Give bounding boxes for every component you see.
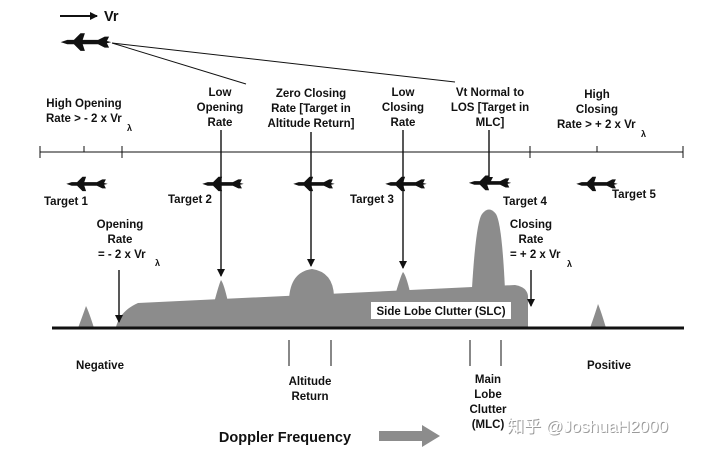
- svg-text:Return: Return: [291, 391, 328, 403]
- svg-text:Vt Normal to: Vt Normal to: [456, 87, 524, 99]
- svg-text:Zero Closing: Zero Closing: [276, 88, 346, 100]
- slc-label: Side Lobe Clutter (SLC): [376, 306, 505, 318]
- svg-text:Opening: Opening: [197, 102, 244, 114]
- label-zero-closing: Zero Closing Rate [Target in Altitude Re…: [268, 88, 355, 130]
- svg-text:Rate: Rate: [208, 117, 233, 129]
- svg-text:λ: λ: [567, 259, 572, 269]
- main-lobe-clutter-peak: [472, 209, 505, 290]
- target-1-return: [78, 306, 94, 328]
- beam-upper-edge: [111, 42, 456, 83]
- svg-text:Lobe: Lobe: [474, 389, 501, 401]
- svg-text:λ: λ: [155, 258, 160, 268]
- targets: Target 1 Target 2 Target 3 Target 4 Targ…: [44, 175, 656, 208]
- target-2-icon: [202, 176, 244, 192]
- svg-text:Rate > - 2 x Vr: Rate > - 2 x Vr: [46, 113, 122, 125]
- region-bracket: [39, 146, 684, 158]
- svg-text:Rate: Rate: [519, 234, 544, 246]
- svg-text:λ: λ: [127, 123, 132, 133]
- svg-text:(MLC): (MLC): [472, 419, 505, 431]
- svg-text:= + 2 x Vr: = + 2 x Vr: [510, 249, 561, 261]
- target-5-return: [590, 304, 606, 328]
- velocity-label: Vr: [104, 9, 119, 25]
- target-3-return: [396, 272, 410, 292]
- svg-text:Rate > + 2 x Vr: Rate > + 2 x Vr: [557, 119, 636, 131]
- svg-text:= - 2 x Vr: = - 2 x Vr: [98, 249, 146, 261]
- svg-text:Closing: Closing: [576, 104, 618, 116]
- altitude-return-label: Altitude Return: [289, 376, 332, 403]
- svg-text:Altitude Return]: Altitude Return]: [268, 118, 355, 130]
- svg-text:Main: Main: [475, 374, 501, 386]
- negative-label: Negative: [76, 360, 124, 372]
- svg-text:Opening: Opening: [97, 219, 144, 231]
- watermark: 知乎 @JoshuaH2000: [507, 417, 668, 436]
- label-low-closing: Low Closing Rate: [382, 87, 424, 129]
- svg-text:MLC]: MLC]: [476, 117, 505, 129]
- svg-text:Closing: Closing: [382, 102, 424, 114]
- target-5-label: Target 5: [612, 189, 656, 201]
- target-4-label: Target 4: [503, 196, 547, 208]
- doppler-direction-arrow: [379, 425, 440, 447]
- svg-text:Low: Low: [209, 87, 232, 99]
- target-3-label: Target 3: [350, 194, 394, 206]
- target-1-label: Target 1: [44, 196, 88, 208]
- radar-aircraft: [60, 33, 456, 85]
- svg-text:Rate: Rate: [108, 234, 133, 246]
- svg-text:LOS [Target in: LOS [Target in: [451, 102, 529, 114]
- altitude-return-hump: [289, 269, 334, 300]
- svg-text:Rate: Rate: [391, 117, 416, 129]
- svg-text:Low: Low: [392, 87, 415, 99]
- band-markers: [288, 340, 502, 366]
- label-opening-rate: Opening Rate = - 2 x Vr λ: [97, 219, 160, 268]
- label-closing-rate: Closing Rate = + 2 x Vr λ: [510, 219, 572, 269]
- target-vt-icon: [468, 175, 512, 191]
- beam-lower-edge: [111, 42, 247, 85]
- svg-text:Altitude: Altitude: [289, 376, 332, 388]
- target-3-icon: [293, 176, 335, 192]
- target-2-label: Target 2: [168, 194, 212, 206]
- pointer-arrows: [115, 130, 535, 323]
- slc-label-box: [371, 302, 511, 319]
- label-high-closing: High Closing Rate > + 2 x Vr λ: [557, 89, 646, 139]
- label-vt-normal: Vt Normal to LOS [Target in MLC]: [451, 87, 529, 129]
- svg-text:Closing: Closing: [510, 219, 552, 231]
- watermark-shadow: 知乎 @JoshuaH2000: [508, 418, 669, 437]
- svg-text:High: High: [584, 89, 610, 101]
- label-low-opening: Low Opening Rate: [197, 87, 244, 129]
- radar-aircraft-icon: [60, 33, 112, 51]
- doppler-frequency-label: Doppler Frequency: [219, 430, 351, 446]
- target-4-icon: [385, 176, 427, 192]
- target-1-icon: [66, 176, 108, 192]
- svg-text:Rate [Target in: Rate [Target in: [271, 103, 351, 115]
- target-2-return: [214, 280, 228, 303]
- velocity-indicator: Vr: [60, 9, 119, 25]
- label-high-opening: High Opening Rate > - 2 x Vr λ: [46, 98, 132, 133]
- svg-text:High Opening: High Opening: [46, 98, 121, 110]
- mlc-label: Main Lobe Clutter (MLC): [469, 374, 507, 431]
- svg-text:Clutter: Clutter: [469, 404, 507, 416]
- svg-text:λ: λ: [641, 129, 646, 139]
- positive-label: Positive: [587, 360, 631, 372]
